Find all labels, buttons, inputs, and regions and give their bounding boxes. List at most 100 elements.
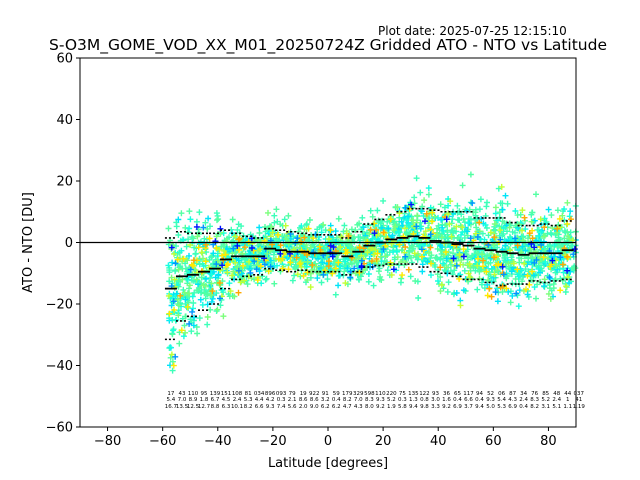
stats-label: 037 — [574, 391, 585, 397]
chart-title: S-O3M_GOME_VOD_XX_M01_20250724Z Gridded … — [49, 36, 607, 55]
stats-label: 4.4 — [255, 397, 264, 403]
x-tick-label: 80 — [540, 434, 557, 449]
stats-label: 5.8 — [398, 404, 407, 410]
y-tick-label: −60 — [46, 421, 73, 436]
stats-label: 4.3 — [508, 397, 517, 403]
stats-label: 1.6 — [442, 397, 451, 403]
stats-label: 79 — [289, 391, 296, 397]
stats-label: 9.8 — [420, 404, 429, 410]
stats-label: 36 — [443, 391, 450, 397]
stats-label: 1.19 — [573, 404, 586, 410]
stats-label: 6.7 — [211, 397, 220, 403]
stats-label: 8.2 — [343, 397, 352, 403]
stats-label: 12.5 — [187, 404, 200, 410]
stats-label: 6.2 — [321, 404, 330, 410]
stats-label: 8.6 — [310, 397, 319, 403]
stats-label: 5.2 — [387, 397, 396, 403]
stats-label: 06 — [498, 391, 505, 397]
scatter-point-series — [177, 210, 574, 300]
stats-label: 9.4 — [409, 404, 418, 410]
stats-label: 9.4 — [475, 404, 484, 410]
stats-label: 5.3 — [497, 404, 506, 410]
stats-label: 94 — [476, 391, 483, 397]
stats-label: 7.4 — [277, 404, 286, 410]
stats-label: 9.2 — [442, 404, 451, 410]
stats-label: 65 — [454, 391, 461, 397]
y-tick-label: −20 — [46, 298, 73, 313]
stats-label: 4.5 — [222, 397, 231, 403]
stats-label: 87 — [509, 391, 516, 397]
stats-label: 93 — [432, 391, 439, 397]
stats-label: 81 — [245, 391, 252, 397]
stats-label: 0.4 — [453, 397, 462, 403]
stats-label: 0.4 — [519, 404, 528, 410]
stats-label: 5.3 — [244, 397, 253, 403]
stats-label: 110 — [375, 391, 386, 397]
stats-label: 4.3 — [354, 404, 363, 410]
stats-label: 108 — [232, 391, 243, 397]
y-tick-label: 40 — [56, 113, 73, 128]
stats-label: 3.3 — [431, 404, 440, 410]
stats-label: 52 — [487, 391, 494, 397]
stats-label: 179 — [342, 391, 353, 397]
x-tick-label: −40 — [204, 434, 231, 449]
stats-label: 2.4 — [233, 397, 242, 403]
y-tick-label: −40 — [46, 359, 73, 374]
stats-label: 4.2 — [266, 397, 275, 403]
stats-label: 135 — [408, 391, 419, 397]
stats-label: 0.3 — [277, 397, 286, 403]
stats-label: 2.4 — [552, 397, 561, 403]
stats-label: 0.3 — [398, 397, 407, 403]
x-tick-label: −20 — [259, 434, 286, 449]
stats-label: 220 — [386, 391, 397, 397]
stats-label: 5.1 — [552, 404, 561, 410]
scatter-point-series — [168, 201, 578, 274]
stats-label: 3.0 — [431, 397, 440, 403]
stats-label: 093 — [276, 391, 287, 397]
stats-label: 13.5 — [176, 404, 189, 410]
stats-label: 896 — [265, 391, 276, 397]
stats-label: 122 — [419, 391, 430, 397]
stats-label: 0.4 — [332, 397, 341, 403]
x-tick-label: 40 — [430, 434, 447, 449]
stats-label: 3.7 — [464, 404, 473, 410]
stats-label: 1.3 — [409, 397, 418, 403]
stats-label: 12.7 — [198, 404, 211, 410]
stats-label: 9.3 — [266, 404, 275, 410]
stats-label: 6.3 — [222, 404, 231, 410]
stats-label: 48 — [553, 391, 560, 397]
stats-label: 76 — [531, 391, 538, 397]
y-axis-label: ATO - NTO [DU] — [21, 192, 36, 293]
stats-label: 3.1 — [541, 404, 550, 410]
x-tick-label: 20 — [375, 434, 392, 449]
mean-markers — [164, 235, 574, 290]
stats-label: 34 — [520, 391, 527, 397]
stats-label: 9.3 — [376, 397, 385, 403]
stats-label: 6.6 — [255, 404, 264, 410]
stats-label: 41 — [575, 397, 582, 403]
stats-label: 5.4 — [497, 397, 506, 403]
stats-label: 5.0 — [486, 404, 495, 410]
stats-label: 9.2 — [376, 404, 385, 410]
stats-label: 1.8 — [200, 397, 209, 403]
stats-label: 9.0 — [310, 404, 319, 410]
stats-label: 8.3 — [365, 397, 374, 403]
stats-label: 8.9 — [189, 397, 198, 403]
stats-label: 85 — [542, 391, 549, 397]
stats-labels: 17 43 110 95 139 151 108 81 034 896 093 79 19 922 91 59… — [165, 391, 586, 410]
stats-label: 151 — [221, 391, 232, 397]
stats-label: 5.2 — [541, 397, 550, 403]
stats-label: 3.2 — [321, 397, 330, 403]
stats-label: 034 — [254, 391, 265, 397]
plot-date: Plot date: 2025-07-25 12:15:10 — [378, 24, 567, 38]
stats-label: 59 — [333, 391, 340, 397]
x-axis: −80 −60 −40 −20 0 20 40 60 80 — [94, 427, 557, 449]
stats-label: 91 — [322, 391, 329, 397]
stats-label: 8.2 — [244, 404, 253, 410]
x-tick-label: 60 — [485, 434, 502, 449]
stats-label: 329 — [353, 391, 364, 397]
stats-label: 598 — [364, 391, 375, 397]
stats-label: 8.8 — [211, 404, 220, 410]
